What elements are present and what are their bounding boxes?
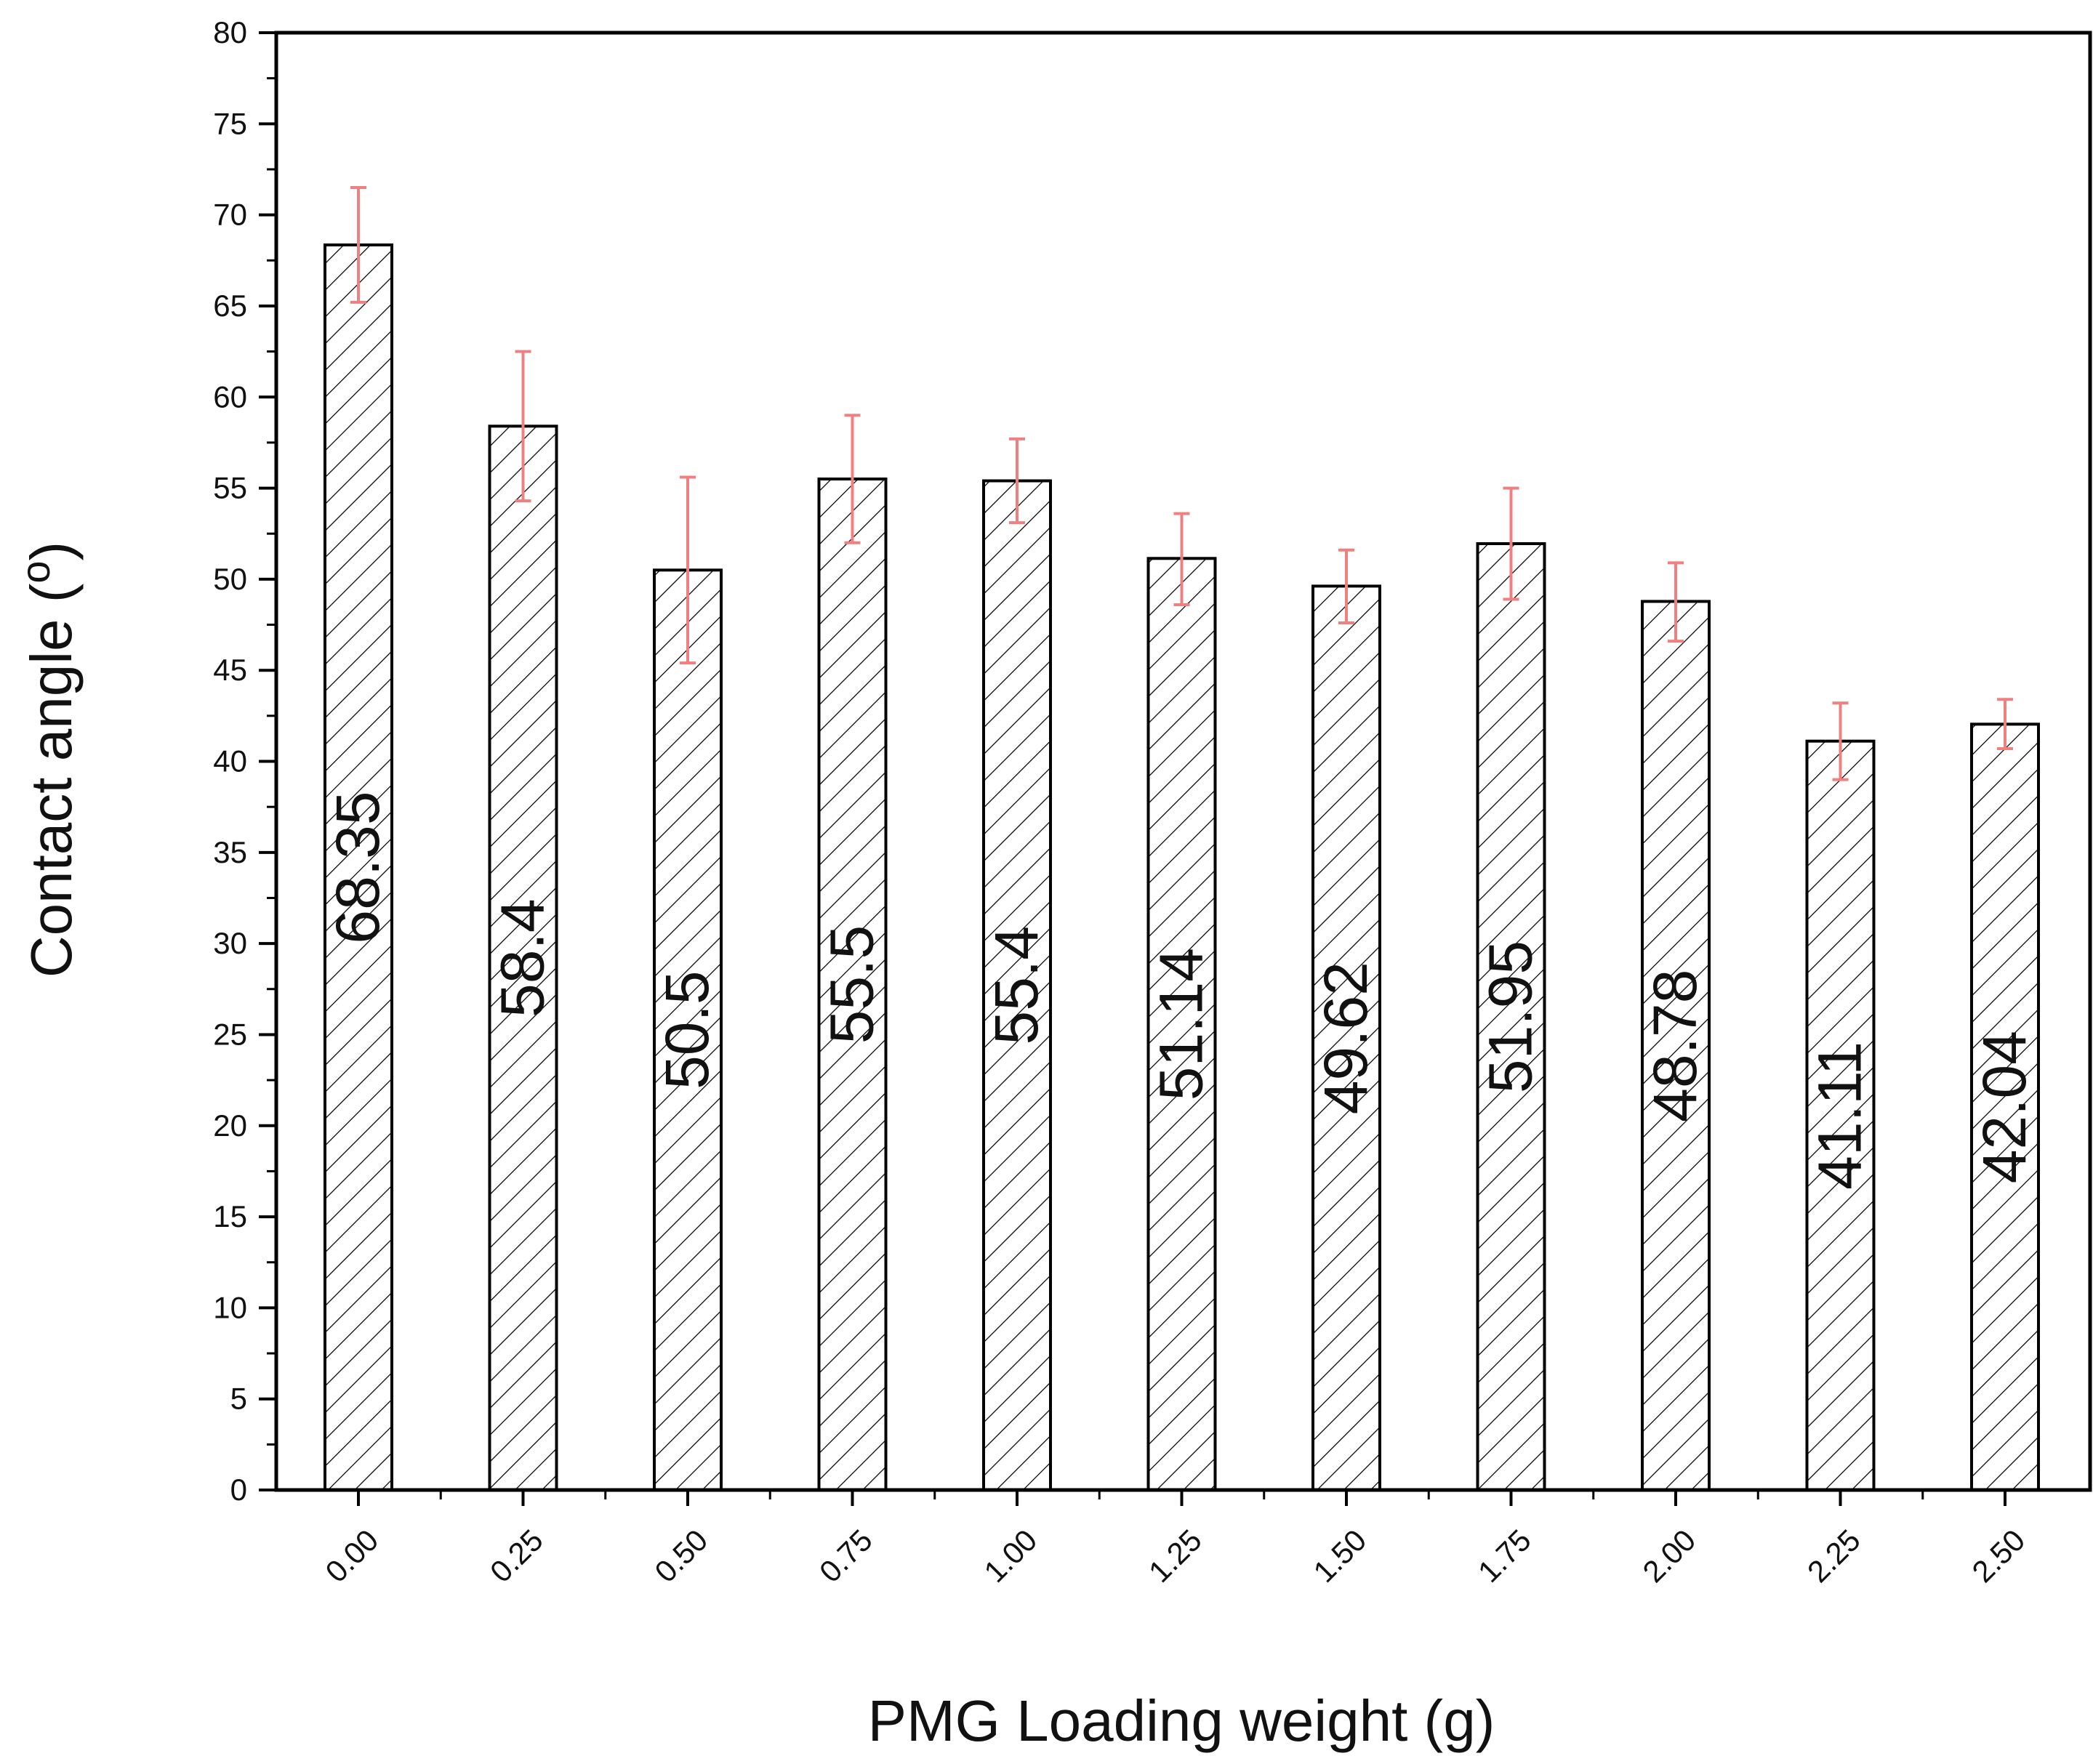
bar-value-label: 55.4 [982,926,1050,1045]
bar [1146,557,1217,1492]
bar-value-label: 58.4 [489,898,557,1018]
y-axis-ticks: 0 5 10 15 20 25 30 35 40 45 50 55 60 65 70 75 80 [213,15,276,1507]
bar [817,478,888,1491]
x-tick-label: 0.50 [648,1523,714,1589]
bar-value-label: 68.35 [324,791,392,943]
bar-value-label: 50.5 [653,970,721,1090]
x-axis-title: PMG Loading weight (g) [868,1688,1495,1753]
bar-value-label: 49.62 [1311,962,1380,1114]
bar-value-label: 55.5 [818,925,886,1044]
y-tick-label: 35 [213,835,247,869]
y-tick-label: 65 [213,289,247,323]
x-tick-label: 1.75 [1471,1523,1538,1589]
y-tick-label: 75 [213,106,247,140]
bar [1970,722,2040,1491]
y-tick-label: 20 [213,1108,247,1143]
x-tick-label: 1.00 [977,1523,1043,1589]
y-tick-label: 70 [213,198,247,232]
x-tick-label: 0.75 [813,1523,879,1589]
y-tick-label: 0 [230,1473,247,1507]
y-tick-label: 30 [213,926,247,960]
x-tick-label: 1.50 [1306,1523,1373,1589]
x-axis-ticks: 0.00 0.25 0.50 0.75 1.00 1.25 1.50 1.75 2.00 2.25… [318,1490,2031,1589]
x-tick-label: 0.00 [318,1523,385,1589]
bar [1476,542,1546,1491]
x-tick-label: 2.00 [1636,1523,1702,1589]
x-tick-label: 1.25 [1142,1523,1208,1589]
bar [488,424,558,1491]
bar-value-labels: 68.35 58.4 50.5 55.5 55.4 51.14 49.62 51.95 48.7… [324,791,2038,1189]
y-axis-title-close: ) [19,541,84,561]
x-tick-label: 2.50 [1965,1523,2031,1589]
y-axis-title-degree: o [12,560,58,583]
bar-value-label: 51.14 [1147,948,1216,1100]
y-tick-label: 15 [213,1199,247,1233]
y-axis-title-main: Contact angle ( [19,583,84,978]
bar [982,479,1052,1491]
y-tick-label: 40 [213,744,247,778]
y-tick-label: 60 [213,379,247,414]
y-tick-label: 45 [213,653,247,687]
error-bars [350,186,2013,781]
y-tick-label: 5 [230,1382,247,1416]
x-tick-label: 2.25 [1801,1523,1867,1589]
y-tick-label: 80 [213,15,247,49]
y-axis-title: Contact angle (o) [12,541,84,978]
bar-value-label: 48.78 [1641,970,1709,1122]
bar [653,568,723,1491]
y-tick-label: 50 [213,562,247,596]
x-tick-label: 0.25 [483,1523,550,1589]
y-tick-label: 25 [213,1017,247,1051]
bar [1641,600,1711,1491]
y-tick-label: 55 [213,471,247,505]
bar-value-label: 41.11 [1806,1042,1874,1190]
y-tick-label: 10 [213,1290,247,1324]
bars [324,243,2040,1492]
bar-value-label: 51.95 [1477,941,1545,1093]
bar [1311,584,1381,1491]
bar-value-label: 42.04 [1970,1031,2038,1183]
bar [324,243,393,1491]
